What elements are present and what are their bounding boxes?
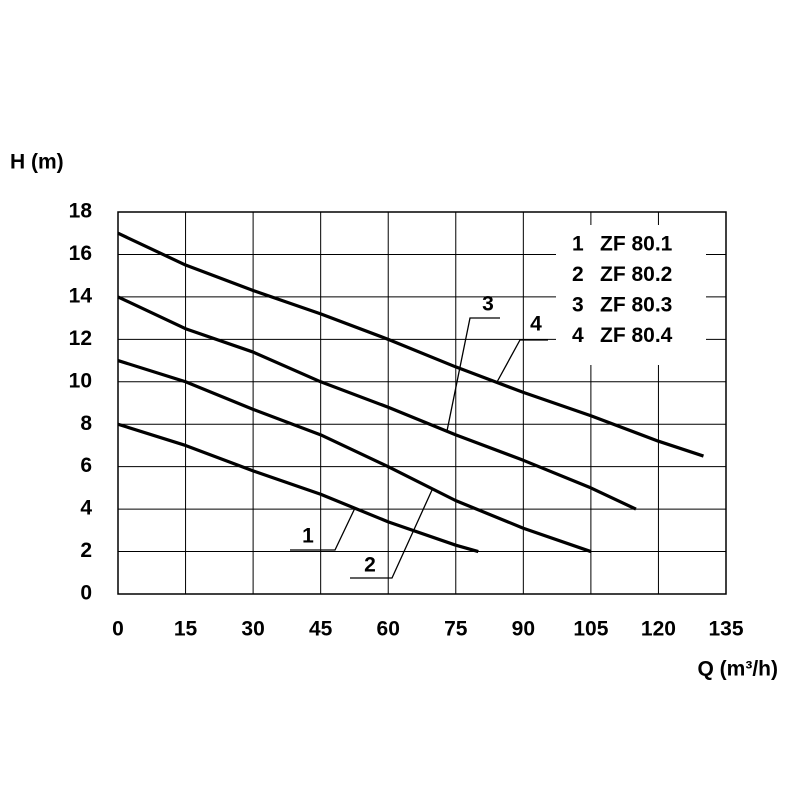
y-tick-label: 18: [69, 200, 93, 223]
y-tick-label: 8: [80, 412, 92, 435]
x-tick-label: 135: [708, 618, 743, 641]
leader-line: [496, 339, 548, 383]
legend-name: ZF 80.4: [600, 324, 673, 347]
curve-label: 4: [530, 313, 542, 336]
x-tick-label: 105: [573, 618, 608, 641]
y-tick-label: 2: [80, 539, 92, 562]
y-tick-label: 0: [80, 582, 92, 605]
curve: [117, 295, 637, 511]
y-tick-label: 12: [69, 327, 92, 350]
legend-number: 1: [572, 233, 584, 256]
legend-number: 3: [572, 294, 584, 317]
plot-frame: [117, 211, 727, 595]
x-tick-label: 60: [377, 618, 400, 641]
curve-label: 1: [302, 525, 314, 548]
curve: [117, 359, 592, 554]
curve-label: 2: [364, 554, 376, 577]
x-tick-label: 75: [444, 618, 468, 641]
y-tick-label: 16: [69, 242, 92, 265]
legend-name: ZF 80.1: [600, 233, 673, 256]
y-axis-label: H (m): [10, 151, 64, 174]
curve: [117, 422, 479, 554]
y-tick-label: 4: [80, 497, 92, 520]
legend-box: [556, 225, 706, 365]
leader-line: [446, 317, 500, 432]
x-tick-label: 120: [641, 618, 676, 641]
leader-line: [350, 489, 433, 579]
legend-number: 2: [572, 263, 584, 286]
leader-line: [290, 507, 356, 551]
curve: [117, 231, 704, 458]
y-tick-label: 14: [69, 284, 93, 307]
legend-name: ZF 80.3: [600, 294, 672, 317]
x-tick-label: 15: [174, 618, 198, 641]
x-tick-label: 30: [241, 618, 264, 641]
x-axis-label: Q (m³/h): [698, 658, 778, 681]
y-tick-label: 6: [80, 454, 92, 477]
curve-label: 3: [482, 293, 494, 316]
y-tick-label: 10: [69, 369, 92, 392]
legend-name: ZF 80.2: [600, 263, 672, 286]
x-tick-label: 90: [512, 618, 535, 641]
legend-number: 4: [572, 324, 584, 347]
x-tick-label: 0: [112, 618, 124, 641]
x-tick-label: 45: [309, 618, 333, 641]
